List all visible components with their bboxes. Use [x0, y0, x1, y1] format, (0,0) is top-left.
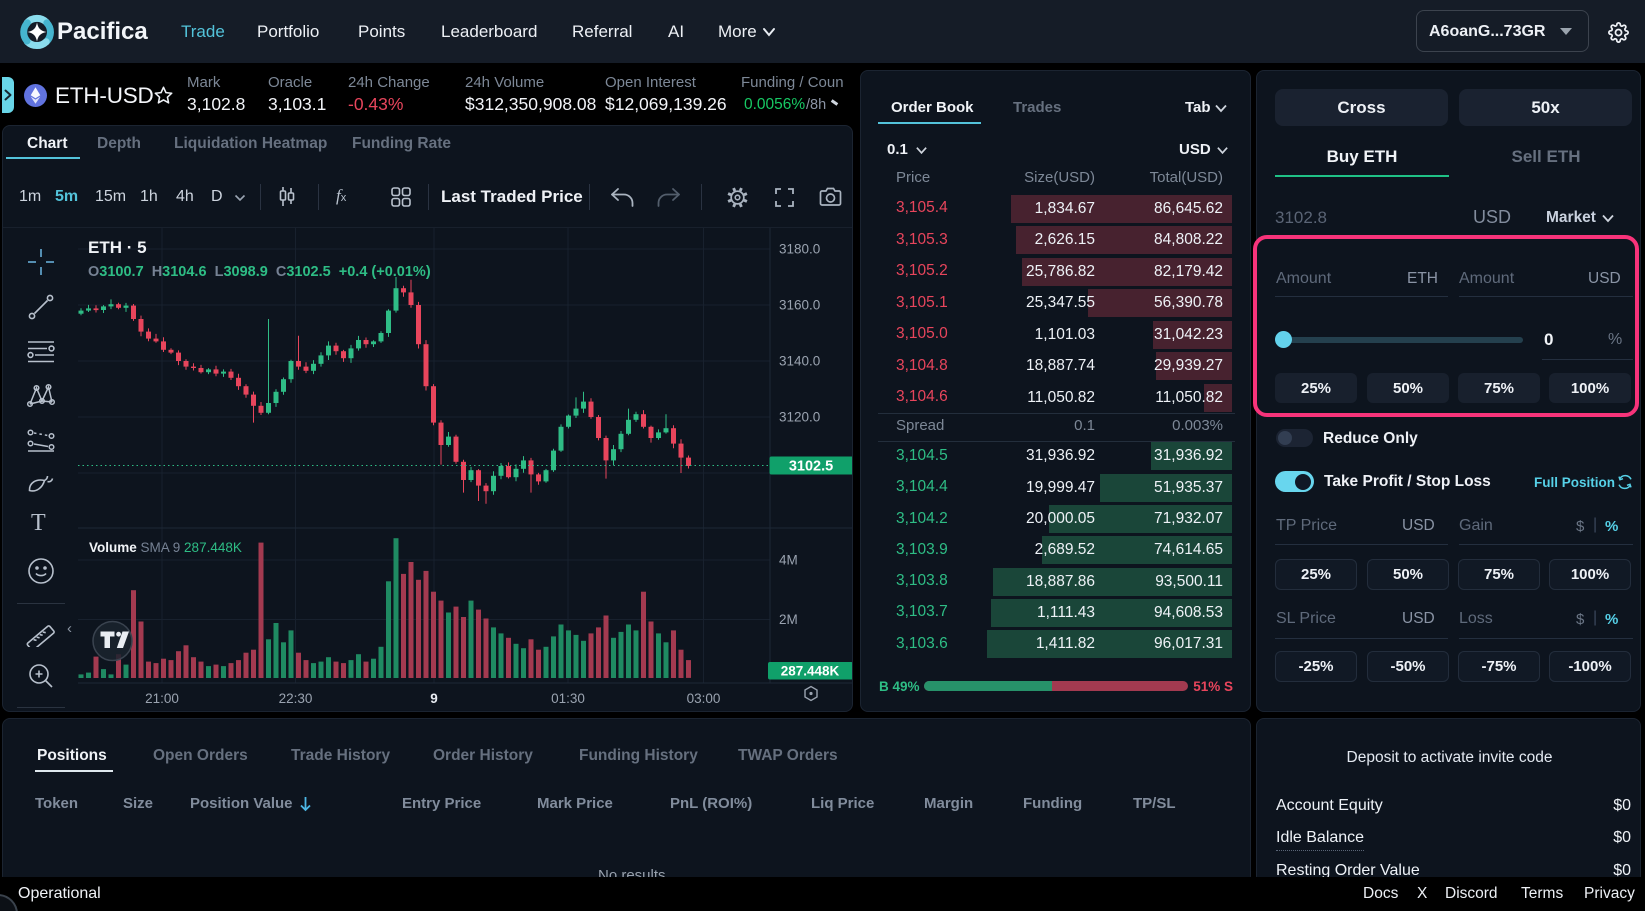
- svg-text:21:00: 21:00: [145, 691, 179, 706]
- svg-text:03:00: 03:00: [687, 691, 721, 706]
- svg-text:3140.0: 3140.0: [779, 354, 820, 369]
- svg-text:2M: 2M: [779, 612, 798, 627]
- svg-text:4M: 4M: [779, 553, 798, 568]
- svg-text:01:30: 01:30: [551, 691, 585, 706]
- svg-text:9: 9: [430, 691, 438, 706]
- svg-text:3102.5: 3102.5: [789, 459, 833, 475]
- svg-text:22:30: 22:30: [279, 691, 313, 706]
- svg-text:287.448K: 287.448K: [781, 664, 840, 679]
- svg-text:3120.0: 3120.0: [779, 410, 820, 425]
- svg-text:3160.0: 3160.0: [779, 298, 820, 313]
- svg-text:3180.0: 3180.0: [779, 242, 820, 257]
